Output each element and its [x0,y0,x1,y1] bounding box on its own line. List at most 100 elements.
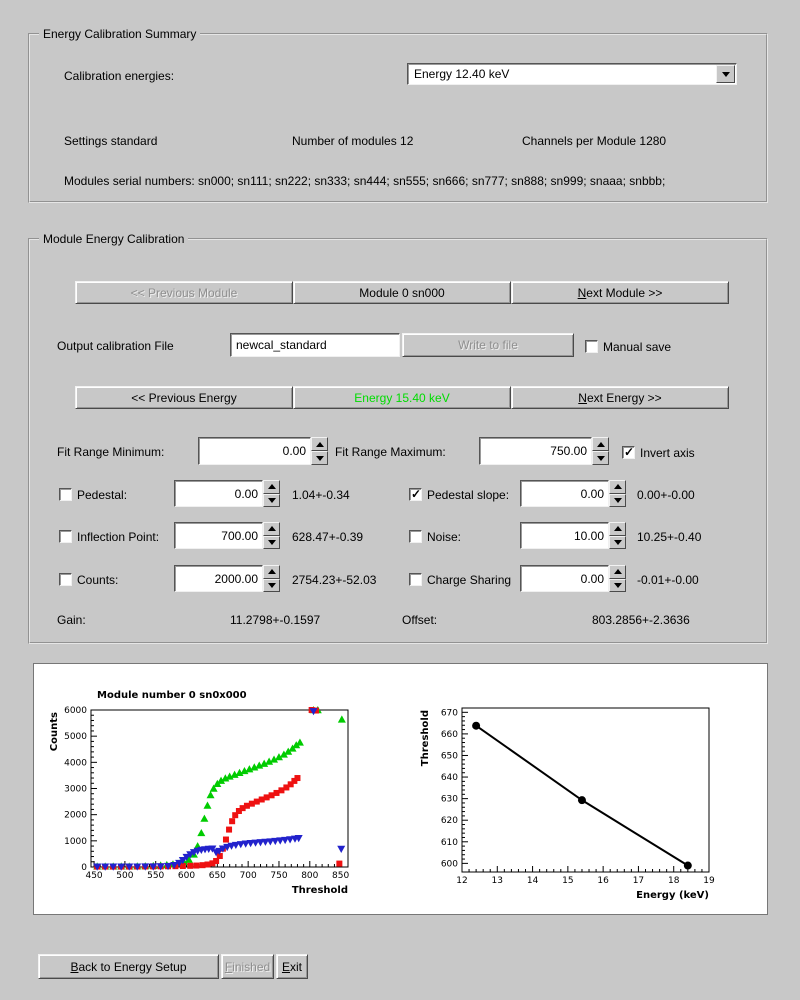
inflection-point-down-button[interactable] [263,535,280,549]
fit-range-min-up-button[interactable] [311,437,328,451]
pedestal-slope-checkbox[interactable] [409,487,422,501]
pedestal-checkbox[interactable] [59,488,72,501]
fit-range-max-up-button[interactable] [592,437,609,451]
spin-up-icon [267,569,276,575]
svg-text:14: 14 [527,876,539,886]
svg-text:17: 17 [633,876,644,886]
pedestal-slope-up-button[interactable] [609,480,626,494]
svg-text:15: 15 [562,876,573,886]
svg-text:660: 660 [441,730,458,740]
fit-range-min-spinbox: 0.00 [198,437,328,465]
noise-checkbox[interactable] [409,530,422,543]
previous-module-button[interactable]: << Previous Module [75,281,293,304]
fit-range-max-down-button[interactable] [592,451,609,465]
counts-spinbox: 2000.00 [174,565,280,592]
spin-up-icon [613,526,622,532]
noise-label: Noise: [427,530,462,544]
inflection-point-spinbox: 700.00 [174,522,280,549]
combo-dropdown-button[interactable] [716,65,735,83]
inflection-point-input[interactable]: 700.00 [174,522,263,549]
charge-sharing-checkbox[interactable] [409,573,422,586]
pedestal-slope-input[interactable]: 0.00 [520,480,609,507]
svg-text:670: 670 [441,708,458,718]
svg-text:750: 750 [270,871,287,881]
svg-text:2000: 2000 [64,811,87,821]
manual-save-label: Manual save [603,340,672,354]
spin-down-icon [267,539,276,545]
svg-text:600: 600 [441,859,458,869]
current-module-button[interactable]: Module 0 sn000 [293,281,511,304]
svg-text:4000: 4000 [64,758,87,768]
module-calibration-groupbox: Module Energy Calibration << Previous Mo… [28,232,768,644]
spin-down-icon [315,455,324,461]
svg-text:1000: 1000 [64,837,87,847]
inflection-point-checkbox[interactable] [59,530,72,543]
svg-text:630: 630 [441,795,458,805]
noise-down-button[interactable] [609,535,626,549]
offset-value: 803.2856+-2.3636 [592,613,690,627]
noise-spinbox: 10.00 [520,522,626,549]
number-of-modules-text: Number of modules 12 [292,134,414,148]
charge-sharing-up-button[interactable] [609,565,626,579]
pedestal-up-button[interactable] [263,480,280,494]
calibration-line-chart: 12 13 14 15 16 17 18 19 600 610 620 630 640 650 660 670… [416,672,761,902]
charge-sharing-down-button[interactable] [609,578,626,592]
svg-text:620: 620 [441,816,458,826]
invert-axis-label: Invert axis [640,446,695,460]
invert-axis-checkbox[interactable] [622,445,635,459]
module-serial-numbers-text: Modules serial numbers: sn000; sn111; sn… [64,174,666,188]
charge-sharing-input[interactable]: 0.00 [520,565,609,592]
calibration-energy-select[interactable]: Energy 12.40 keV [407,63,737,85]
manual-save-checkbox[interactable] [585,340,598,353]
counts-checkbox[interactable] [59,573,72,586]
summary-groupbox: Energy Calibration Summary Calibration e… [28,27,768,203]
current-energy-button[interactable]: Energy 15.40 keV [293,386,511,409]
noise-fit-result: 10.25+-0.40 [637,530,702,544]
counts-input[interactable]: 2000.00 [174,565,263,592]
calibration-energies-label: Calibration energies: [64,69,175,83]
counts-fit-result: 2754.23+-52.03 [292,573,377,587]
charge-sharing-fit-result: -0.01+-0.00 [637,573,699,587]
spin-up-icon [613,569,622,575]
pedestal-slope-down-button[interactable] [609,493,626,507]
pedestal-label: Pedestal: [77,488,128,502]
pedestal-slope-fit-result: 0.00+-0.00 [637,488,695,502]
spin-up-icon [613,484,622,490]
plot-panel: 450 500 550 600 650 700 750 800 850 0 1000 2000 3000… [33,663,768,915]
svg-text:650: 650 [209,871,226,881]
fit-range-min-down-button[interactable] [311,451,328,465]
output-file-label: Output calibration File [57,339,174,353]
pedestal-input[interactable]: 0.00 [174,480,263,507]
spin-up-icon [596,441,605,447]
write-to-file-button[interactable]: Write to file [402,333,574,357]
previous-energy-button[interactable]: << Previous Energy [75,386,293,409]
counts-up-button[interactable] [263,565,280,579]
noise-up-button[interactable] [609,522,626,536]
pedestal-slope-label: Pedestal slope: [427,488,510,502]
scurve-chart: 450 500 550 600 650 700 750 800 850 0 1000 2000 3000… [39,672,384,907]
fit-range-min-input[interactable]: 0.00 [198,437,311,465]
gain-label: Gain: [57,613,86,627]
spin-up-icon [267,526,276,532]
svg-text:800: 800 [301,871,318,881]
counts-label: Counts: [77,573,119,587]
inflection-point-up-button[interactable] [263,522,280,536]
noise-input[interactable]: 10.00 [520,522,609,549]
svg-text:550: 550 [147,871,164,881]
pedestal-down-button[interactable] [263,493,280,507]
svg-text:650: 650 [441,751,458,761]
calibration-energy-value: Energy 12.40 keV [414,67,510,81]
svg-text:Counts: Counts [49,712,60,751]
svg-text:850: 850 [332,871,349,881]
charge-sharing-spinbox: 0.00 [520,565,626,592]
spin-down-icon [596,455,605,461]
settings-text: Settings standard [64,134,158,148]
output-file-input[interactable] [230,333,400,357]
counts-down-button[interactable] [263,578,280,592]
fit-range-max-input[interactable]: 750.00 [479,437,592,465]
